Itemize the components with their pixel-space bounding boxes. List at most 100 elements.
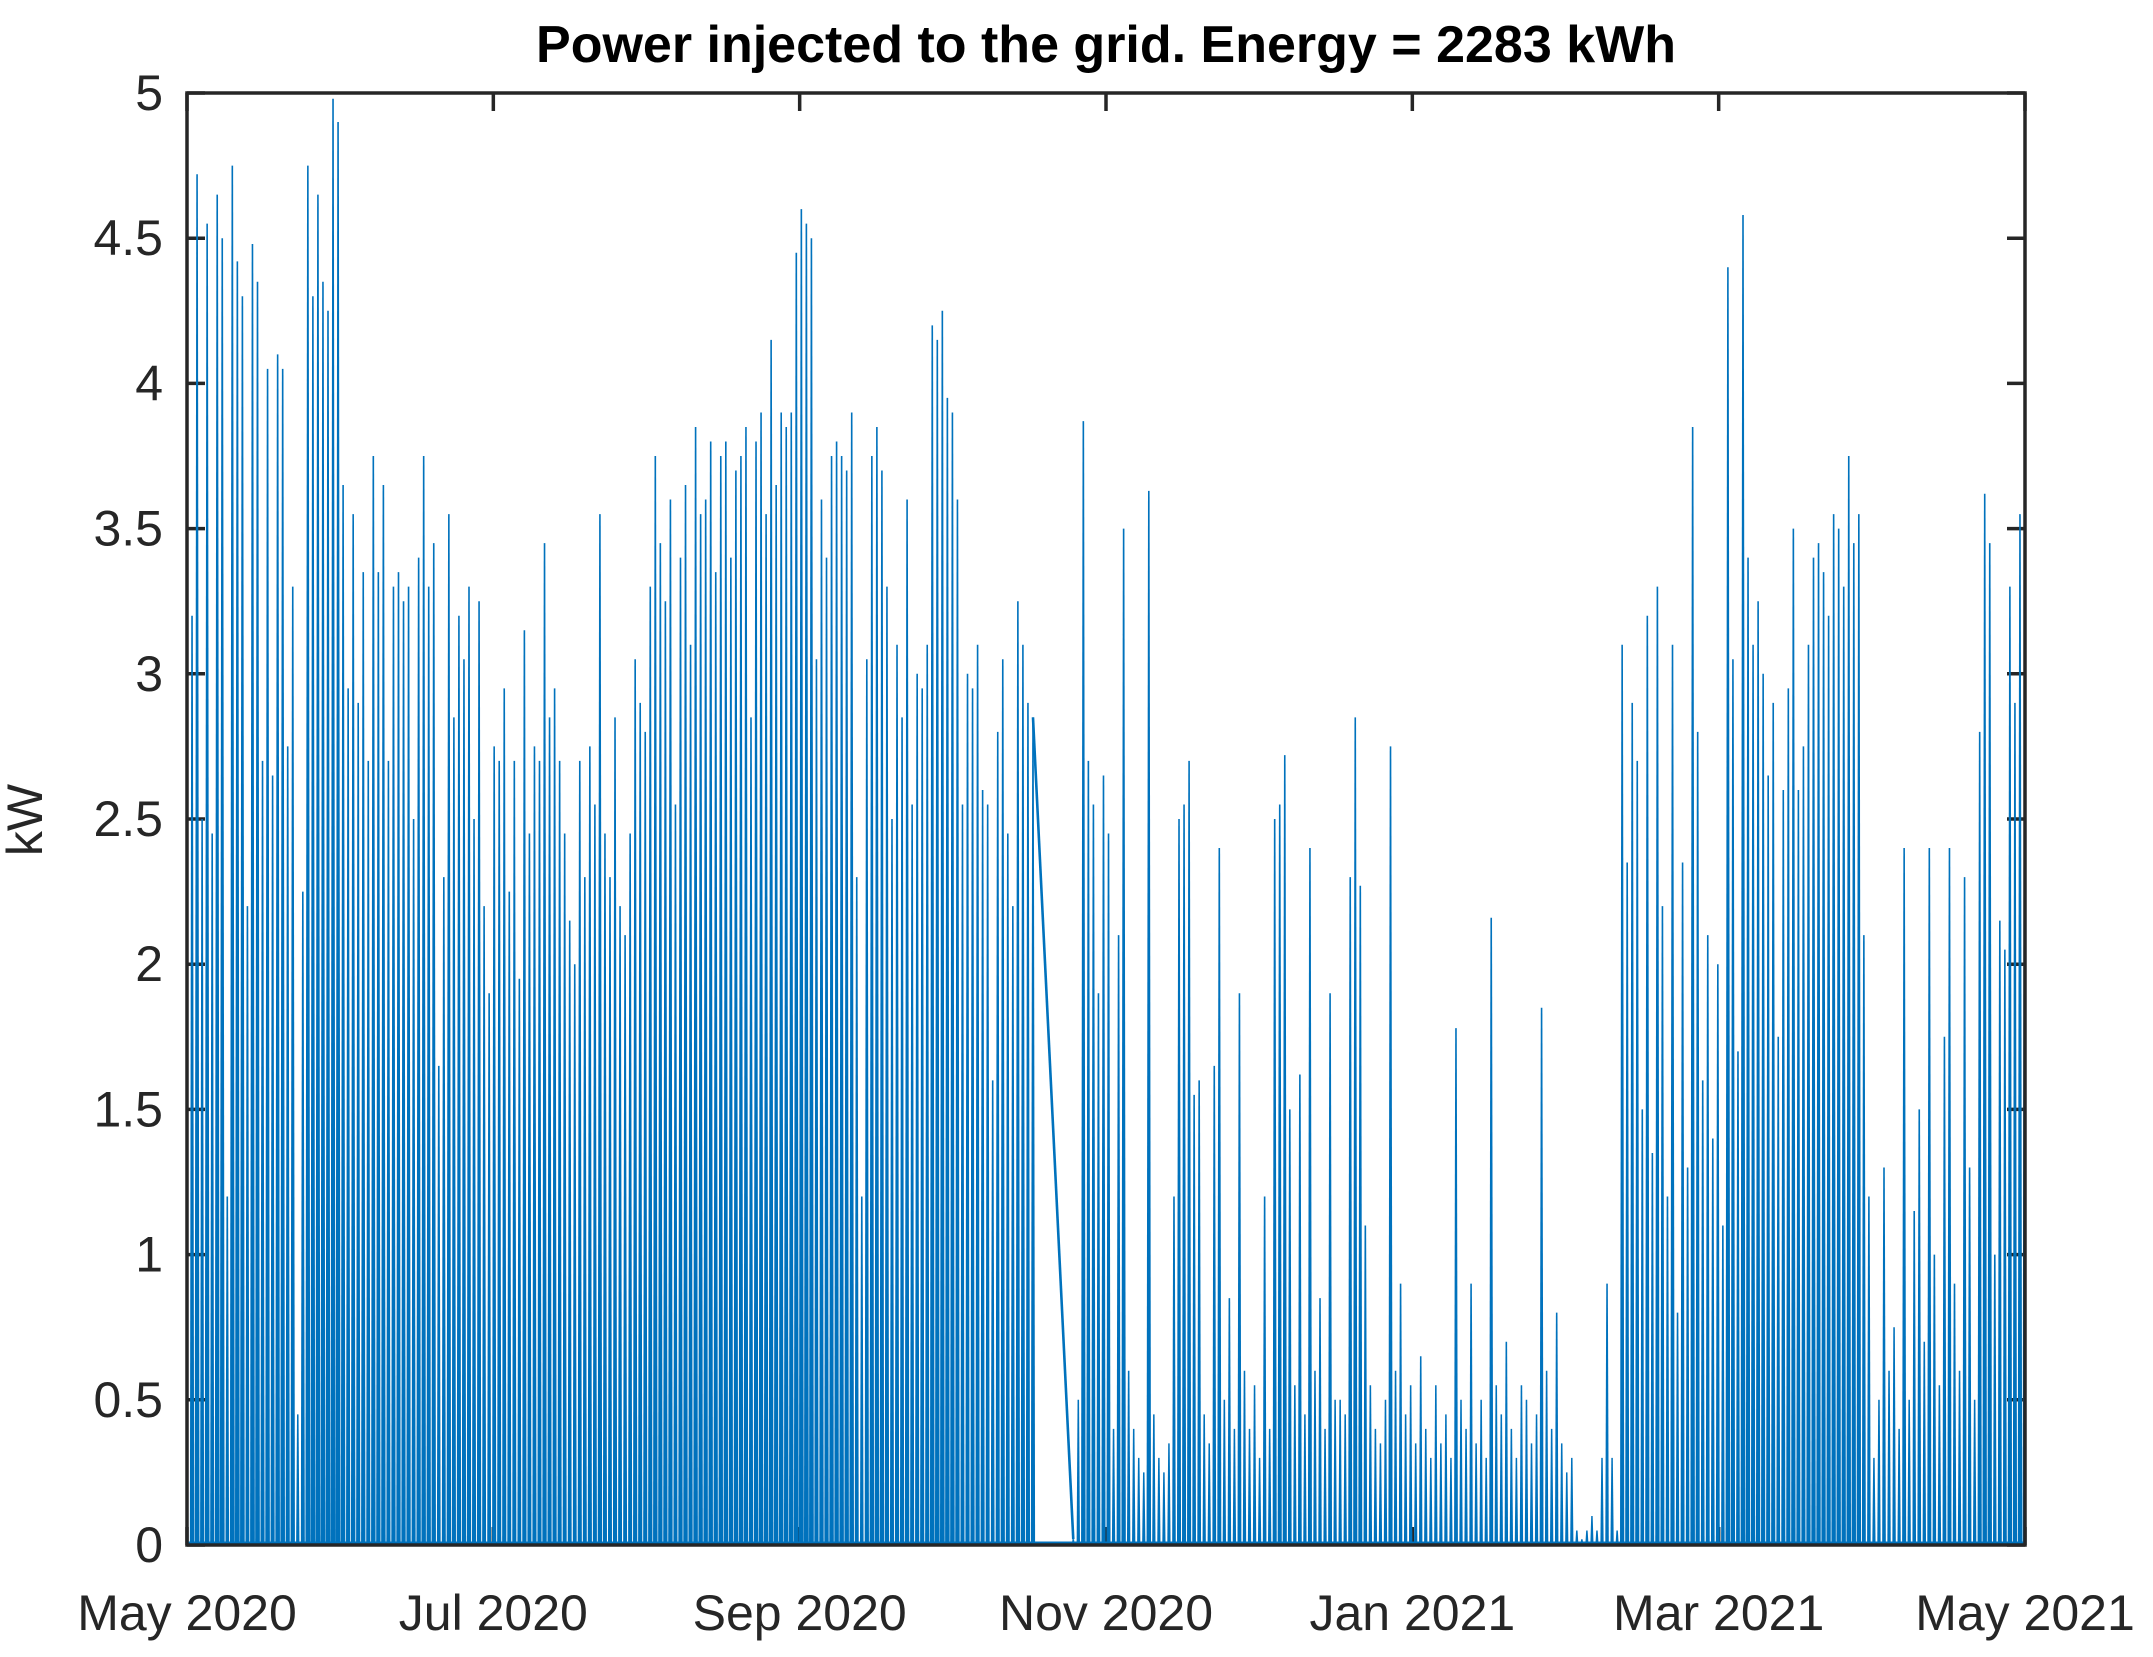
power-trace-day bbox=[1967, 1167, 1972, 1545]
power-trace-day bbox=[1922, 1341, 1927, 1545]
power-trace-day bbox=[980, 789, 985, 1545]
power-trace-day bbox=[255, 281, 260, 1545]
power-trace-day bbox=[910, 804, 915, 1545]
power-trace-day bbox=[819, 499, 824, 1545]
power-trace-day bbox=[723, 441, 729, 1545]
power-trace-day bbox=[1383, 1399, 1388, 1545]
power-trace-day bbox=[894, 644, 900, 1545]
power-trace-day bbox=[748, 717, 754, 1545]
power-trace-day bbox=[1907, 1399, 1911, 1545]
power-trace-day bbox=[884, 586, 890, 1545]
power-trace-day bbox=[768, 339, 774, 1545]
power-trace-day bbox=[275, 354, 280, 1545]
power-trace-day bbox=[950, 412, 955, 1545]
power-trace-day bbox=[1353, 717, 1358, 1545]
power-trace-day bbox=[315, 194, 321, 1545]
power-trace-day bbox=[300, 891, 305, 1545]
power-trace-day bbox=[1388, 746, 1393, 1545]
power-trace-day bbox=[557, 760, 562, 1545]
power-trace-day bbox=[985, 804, 990, 1545]
power-trace-day bbox=[783, 426, 789, 1545]
power-trace-day bbox=[1600, 1457, 1604, 1545]
power-trace-day bbox=[562, 833, 567, 1545]
power-trace-day bbox=[280, 368, 285, 1545]
y-tick-label: 1.5 bbox=[93, 1081, 163, 1137]
power-trace-day bbox=[194, 174, 200, 1545]
power-trace-day bbox=[1454, 1028, 1458, 1545]
power-trace-day bbox=[225, 1196, 230, 1545]
power-trace-day bbox=[371, 456, 376, 1545]
power-trace-day bbox=[1645, 615, 1650, 1545]
power-trace-day bbox=[436, 1065, 441, 1545]
power-trace-day bbox=[381, 485, 386, 1545]
power-trace-day bbox=[934, 339, 940, 1545]
power-trace-day bbox=[990, 1080, 995, 1545]
power-trace-day bbox=[960, 804, 965, 1545]
power-trace-day bbox=[1227, 1298, 1232, 1545]
power-trace-day bbox=[1303, 1414, 1307, 1545]
power-trace-day bbox=[1192, 1094, 1196, 1545]
power-trace-day bbox=[582, 877, 587, 1545]
power-trace-day bbox=[743, 426, 749, 1545]
power-trace-day bbox=[1897, 1428, 1901, 1545]
power-trace-day bbox=[663, 601, 668, 1545]
power-trace-day bbox=[1182, 804, 1187, 1545]
power-trace-day bbox=[899, 717, 905, 1545]
y-tick-label: 2 bbox=[135, 936, 163, 992]
power-trace-day bbox=[1680, 862, 1685, 1545]
y-tick-label: 5 bbox=[135, 65, 163, 121]
power-trace-day bbox=[1836, 528, 1841, 1545]
power-trace-day bbox=[426, 586, 431, 1545]
power-trace-day bbox=[1207, 1443, 1211, 1545]
power-trace-day bbox=[763, 514, 769, 1545]
power-trace-day bbox=[970, 688, 975, 1545]
power-trace-day bbox=[320, 281, 326, 1545]
power-trace-day bbox=[441, 877, 446, 1545]
power-trace-day bbox=[1796, 789, 1801, 1545]
power-trace-day bbox=[1590, 1515, 1594, 1545]
power-trace-day bbox=[1146, 490, 1152, 1545]
power-trace-day bbox=[1489, 917, 1494, 1545]
power-trace-day bbox=[915, 673, 920, 1545]
power-trace-day bbox=[1464, 1428, 1468, 1545]
power-trace-day bbox=[1015, 601, 1021, 1545]
power-trace-day bbox=[879, 470, 885, 1545]
power-trace-day bbox=[1750, 644, 1756, 1545]
power-trace-day bbox=[1393, 1370, 1398, 1545]
power-trace-day bbox=[451, 717, 456, 1545]
power-trace-day bbox=[1585, 1530, 1589, 1545]
power-trace-day bbox=[778, 412, 784, 1545]
power-trace-day bbox=[1030, 717, 1036, 1545]
power-trace-day bbox=[1715, 964, 1720, 1545]
power-trace-day bbox=[1952, 1283, 1957, 1545]
power-trace-day bbox=[633, 659, 638, 1545]
power-trace-day bbox=[1459, 1399, 1463, 1545]
power-trace-day bbox=[1287, 1109, 1292, 1545]
power-trace-day bbox=[1882, 1167, 1886, 1545]
power-trace-day bbox=[1620, 644, 1625, 1545]
x-tick-label: Mar 2021 bbox=[1613, 1585, 1824, 1641]
power-trace-day bbox=[240, 296, 245, 1545]
power-trace-day bbox=[1821, 572, 1826, 1545]
power-trace-day bbox=[1670, 644, 1675, 1545]
axis-tick-labels: 0 0.5 1 1.5 2 2.5 3 3.5 4 4.5 5 May 2020 Jul 2020 Sep… bbox=[77, 65, 2135, 1641]
power-trace-day bbox=[547, 717, 552, 1545]
power-trace-day bbox=[1378, 1443, 1383, 1545]
power-trace-day bbox=[1152, 1414, 1156, 1545]
power-trace-day bbox=[1348, 877, 1353, 1545]
power-trace-day bbox=[1937, 1385, 1942, 1545]
power-trace-day bbox=[406, 586, 411, 1545]
power-trace-day bbox=[673, 804, 678, 1545]
power-trace-day bbox=[758, 412, 764, 1545]
power-trace-day bbox=[1176, 819, 1182, 1545]
power-trace-day bbox=[1665, 1196, 1670, 1545]
power-trace-day bbox=[416, 557, 421, 1545]
power-trace-day bbox=[1137, 1457, 1141, 1545]
power-trace-day bbox=[1202, 1414, 1206, 1545]
power-trace-day bbox=[920, 688, 925, 1545]
power-trace-day bbox=[698, 514, 703, 1545]
power-trace-day bbox=[1293, 1385, 1297, 1545]
power-trace-day bbox=[366, 760, 371, 1545]
power-trace-day bbox=[965, 673, 970, 1545]
